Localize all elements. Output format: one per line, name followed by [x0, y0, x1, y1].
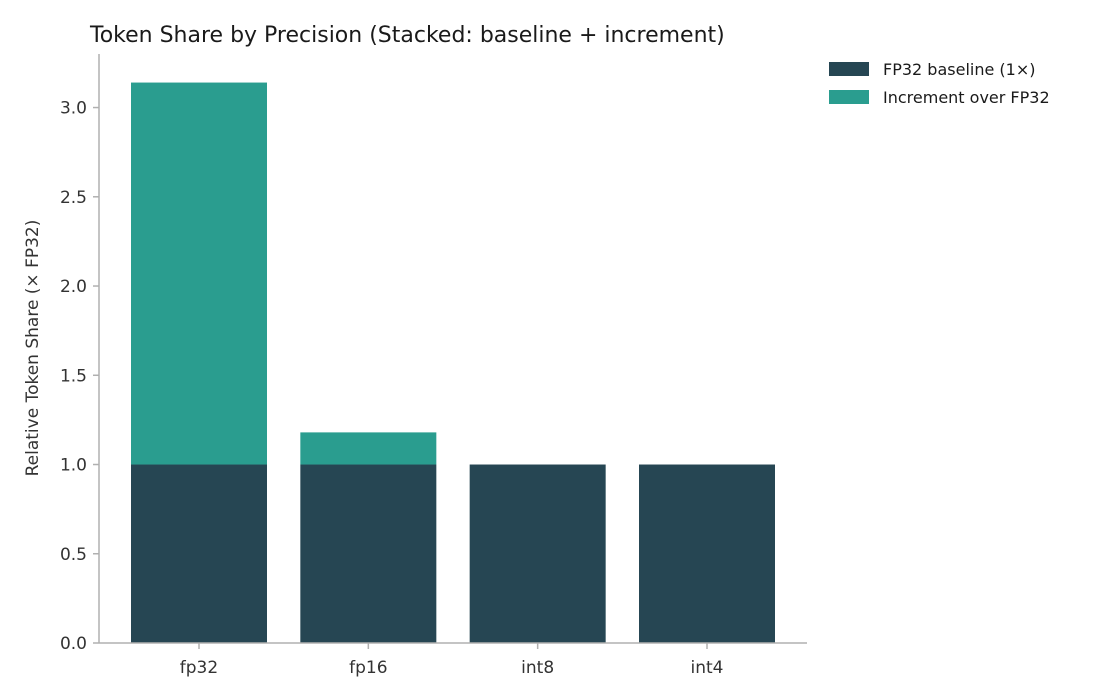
- bar-int4-series-0: [639, 464, 775, 643]
- chart-title: Token Share by Precision (Stacked: basel…: [89, 23, 725, 48]
- x-tick-label: int4: [691, 658, 724, 678]
- y-tick-label: 0.0: [60, 634, 87, 654]
- legend-swatch: [829, 62, 869, 76]
- x-tick-label: int8: [521, 658, 554, 678]
- x-tick-label: fp32: [180, 658, 218, 678]
- y-tick-label: 1.0: [60, 456, 87, 476]
- x-ticks: fp32 fp16 int8 int4: [180, 643, 724, 678]
- bar-fp32-series-1: [131, 82, 267, 465]
- bar-fp16-series-0: [300, 464, 437, 643]
- bar-fp16-series-1: [300, 432, 437, 465]
- y-tick-label: 3.0: [60, 99, 87, 119]
- legend-swatch: [829, 90, 869, 104]
- y-ticks: 0.0 0.5 1.0 1.5 2.0 2.5 3.0: [60, 99, 99, 654]
- bar-int8-series-0: [469, 464, 606, 643]
- legend-label: FP32 baseline (1×): [883, 60, 1035, 79]
- y-tick-label: 0.5: [60, 545, 87, 565]
- bar-fp32-series-0: [131, 464, 267, 643]
- y-axis-label: Relative Token Share (× FP32): [23, 220, 43, 477]
- x-tick-label: fp16: [349, 658, 387, 678]
- y-tick-label: 2.0: [60, 277, 87, 297]
- y-tick-label: 1.5: [60, 366, 87, 386]
- legend-label: Increment over FP32: [883, 88, 1050, 107]
- y-tick-label: 2.5: [60, 188, 87, 208]
- legend: FP32 baseline (1×) Increment over FP32: [829, 60, 1050, 107]
- plot-area: [131, 82, 775, 643]
